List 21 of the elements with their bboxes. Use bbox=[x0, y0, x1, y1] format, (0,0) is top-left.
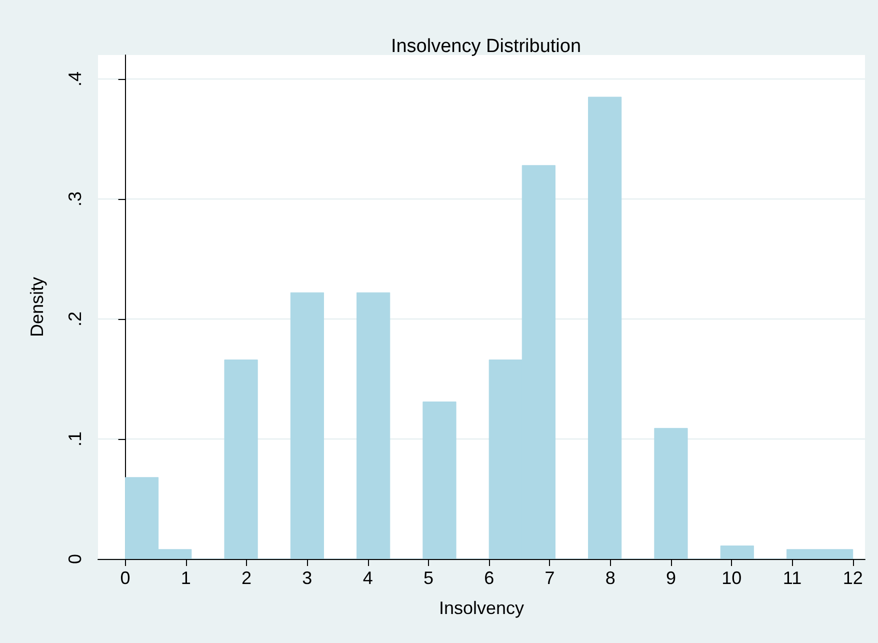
y-tick-label: 0 bbox=[65, 554, 85, 564]
x-tick-label: 6 bbox=[484, 568, 494, 588]
x-tick-label: 10 bbox=[722, 568, 742, 588]
y-tick-label: .4 bbox=[65, 71, 85, 87]
x-tick-label: 3 bbox=[302, 568, 312, 588]
x-tick-label: 8 bbox=[605, 568, 616, 588]
y-axis-title: Density bbox=[27, 276, 47, 338]
x-tick-label: 0 bbox=[120, 568, 130, 588]
x-tick-label: 7 bbox=[544, 568, 555, 588]
x-tick-label: 5 bbox=[423, 568, 434, 588]
x-tick-label: 12 bbox=[842, 568, 863, 588]
x-tick-label: 2 bbox=[242, 568, 252, 588]
x-tick-label: 1 bbox=[180, 568, 191, 588]
y-tick-label: .3 bbox=[65, 191, 85, 207]
x-axis-title: Insolvency bbox=[438, 598, 524, 618]
y-tick-label: .2 bbox=[65, 311, 85, 327]
chart-title: Insolvency Distribution bbox=[390, 36, 582, 57]
y-tick-label: .1 bbox=[65, 431, 85, 447]
x-tick-label: 9 bbox=[666, 568, 676, 588]
x-tick-label: 11 bbox=[782, 568, 802, 588]
x-tick-label: 4 bbox=[362, 568, 373, 588]
